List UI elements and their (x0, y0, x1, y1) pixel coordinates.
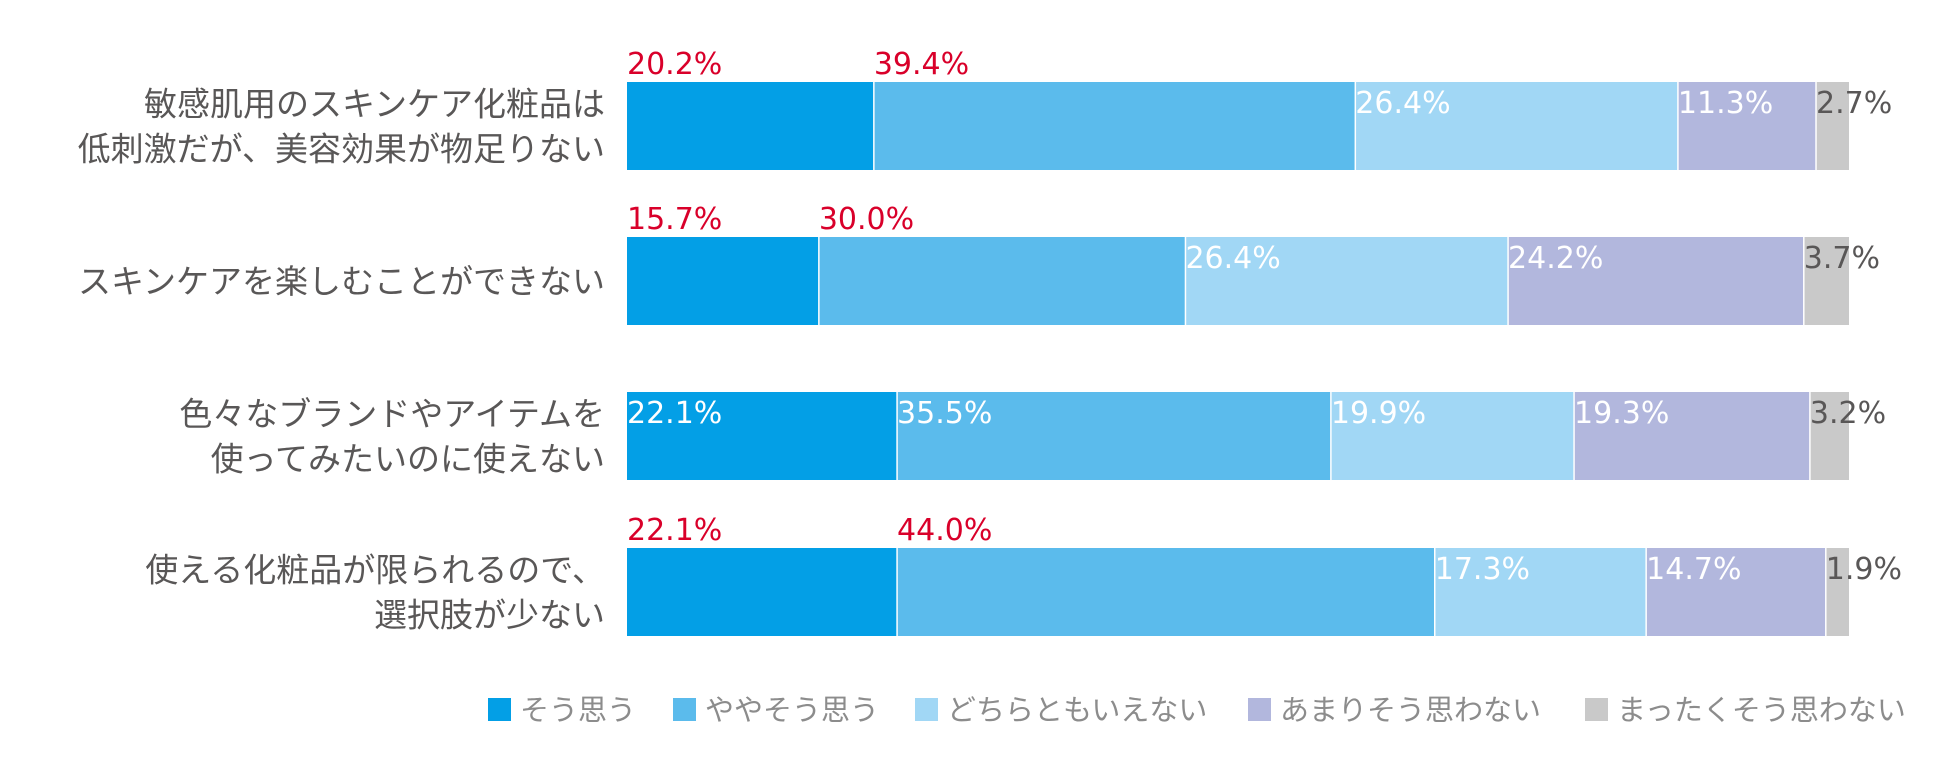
data-label: 26.4% (1185, 241, 1280, 276)
data-label: 1.9% (1826, 552, 1902, 587)
data-label: 19.9% (1331, 396, 1426, 431)
bar-segment (1677, 82, 1817, 170)
data-label: 26.4% (1355, 86, 1450, 121)
category-label: 使える化粧品が限られるので、 (145, 551, 605, 590)
bar-segment (1185, 237, 1509, 325)
legend-swatch (1248, 698, 1271, 721)
bar-segment (897, 392, 1331, 480)
bar-segment (1355, 82, 1678, 170)
legend-swatch (673, 698, 696, 721)
data-label: 35.5% (897, 396, 992, 431)
bar-segment (627, 392, 898, 480)
bar-segment (897, 548, 1435, 636)
bar-segment (627, 548, 898, 636)
data-label: 22.1% (627, 513, 722, 548)
bar-segment (1816, 82, 1849, 170)
data-label: 11.3% (1678, 86, 1773, 121)
data-label: 15.7% (627, 202, 722, 237)
data-label: 14.7% (1646, 552, 1741, 587)
value-labels: 20.2% 39.4% 26.4% 11.3% 2.7% 15.7% 30.0% 26.4% 2… (627, 47, 1902, 587)
bar-segment (1825, 548, 1849, 636)
bar-segment (1646, 548, 1826, 636)
legend-label: そう思う (520, 693, 636, 727)
data-label: 3.7% (1804, 241, 1880, 276)
legend-swatch (915, 698, 938, 721)
data-label: 22.1% (627, 396, 722, 431)
category-label: 色々なブランドやアイテムを (179, 395, 605, 434)
bar-segment (627, 237, 819, 325)
bar-segment (1508, 237, 1804, 325)
category-label: 使ってみたいのに使えない (211, 440, 605, 479)
data-label: 24.2% (1508, 241, 1603, 276)
legend: そう思う ややそう思う どちらともいえない あまりそう思わない まったくそう思わない (488, 693, 1906, 727)
category-label: 敏感肌用のスキンケア化粧品は (144, 85, 605, 124)
legend-label: どちらともいえない (947, 693, 1207, 727)
legend-label: あまりそう思わない (1280, 693, 1541, 727)
data-label: 17.3% (1435, 552, 1530, 587)
data-label: 30.0% (819, 202, 914, 237)
legend-swatch (1585, 698, 1608, 721)
data-label: 2.7% (1816, 86, 1892, 121)
bars (627, 82, 1849, 636)
legend-swatch (488, 698, 511, 721)
category-label: スキンケアを楽しむことができない (78, 262, 605, 301)
data-label: 44.0% (897, 513, 992, 548)
category-label: 選択肢が少ない (374, 596, 605, 635)
data-label: 3.2% (1810, 396, 1886, 431)
bar-segment (1809, 392, 1849, 480)
bar-segment (818, 237, 1186, 325)
data-label: 39.4% (874, 47, 969, 82)
bar-segment (1434, 548, 1647, 636)
category-labels: 敏感肌用のスキンケア化粧品は低刺激だが、美容効果が物足りないスキンケアを楽しむこ… (78, 85, 605, 635)
legend-label: まったくそう思わない (1617, 693, 1906, 727)
bar-segment (1330, 392, 1575, 480)
data-label: 19.3% (1574, 396, 1669, 431)
category-label: 低刺激だが、美容効果が物足りない (78, 130, 605, 169)
data-label: 20.2% (627, 47, 722, 82)
legend-label: ややそう思う (705, 693, 879, 727)
bar-segment (873, 82, 1356, 170)
bar-segment (1803, 237, 1849, 325)
bar-segment (1574, 392, 1810, 480)
bar-segment (627, 82, 874, 170)
